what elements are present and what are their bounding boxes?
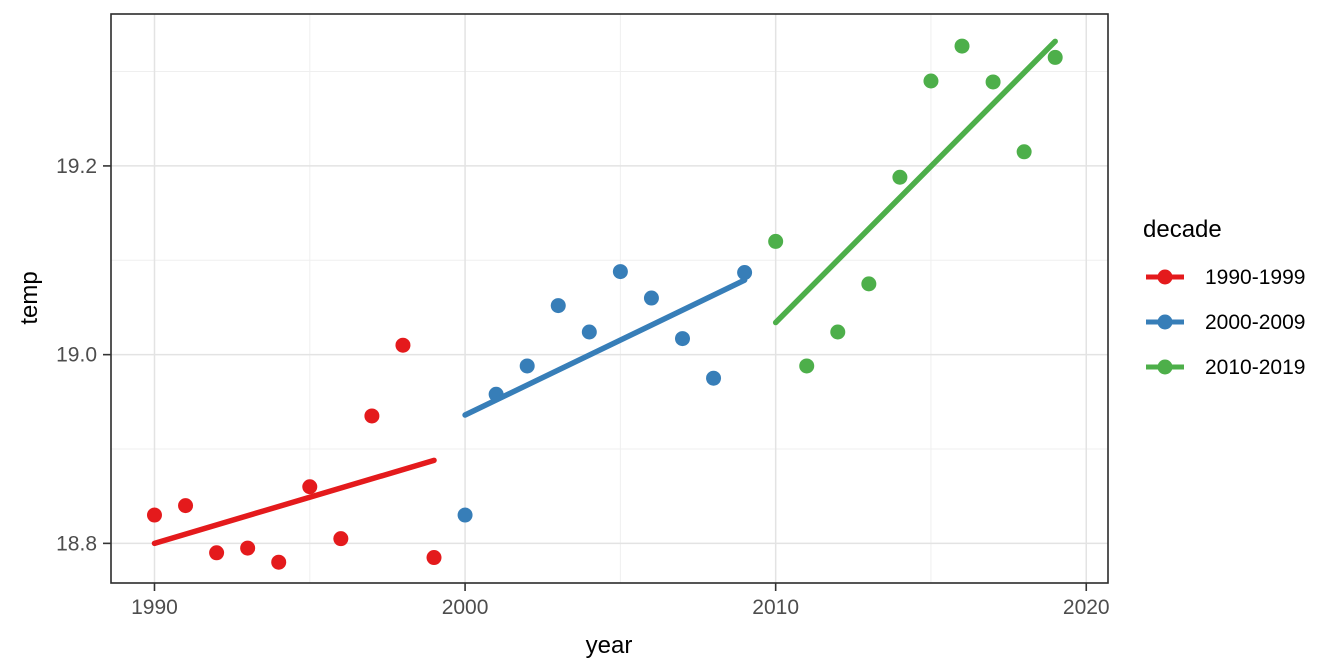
plot-panel (111, 14, 1108, 583)
y-tick-label: 19.2 (56, 155, 97, 178)
axis-layer: 1990 2000 2010 2020 18.8 19.0 19.2 (56, 155, 1109, 619)
x-tick-label: 2000 (442, 596, 489, 619)
x-tick-label: 2020 (1063, 596, 1110, 619)
data-point (519, 358, 535, 374)
x-tick-label: 2010 (752, 596, 799, 619)
legend-label: 2010-2019 (1205, 356, 1305, 379)
data-point (550, 298, 566, 314)
plot-panel-layer (110, 13, 1109, 584)
legend-key-point (1157, 314, 1173, 330)
x-tick-label: 1990 (131, 596, 178, 619)
y-tick-label: 19.0 (56, 344, 97, 367)
data-point (799, 358, 815, 374)
data-point (1016, 144, 1032, 160)
data-point (333, 531, 349, 547)
data-point (364, 408, 380, 424)
data-point (612, 264, 628, 280)
legend-entry: 1990-1999 (1146, 266, 1305, 289)
data-point (178, 498, 194, 514)
legend-label: 1990-1999 (1205, 266, 1305, 289)
x-axis-title: year (586, 632, 633, 659)
data-point (954, 38, 970, 54)
y-axis-title: temp (16, 271, 43, 324)
trend-line (772, 38, 1058, 326)
data-point (674, 331, 690, 347)
data-point (737, 265, 753, 281)
data-point (1047, 49, 1063, 65)
data-point (271, 554, 287, 570)
data-point (457, 507, 473, 523)
trend-line (462, 277, 748, 418)
data-point (426, 550, 442, 566)
legend-entry: 2000-2009 (1146, 311, 1305, 334)
trend-line (151, 457, 437, 547)
data-point (985, 74, 1001, 90)
data-point (923, 73, 939, 89)
data-point (768, 233, 784, 249)
y-tick-label: 18.8 (56, 532, 97, 555)
data-point (581, 324, 597, 340)
data-point (240, 540, 256, 556)
plot-panel-border (110, 13, 1109, 584)
data-point (146, 507, 162, 523)
legend-key-point (1157, 269, 1173, 285)
data-point (302, 479, 318, 495)
legend-title: decade (1143, 216, 1222, 243)
data-point (861, 276, 877, 292)
legend-key-point (1157, 359, 1173, 375)
data-point (395, 337, 411, 353)
data-point (892, 169, 908, 185)
data-point (209, 545, 225, 561)
legend: 1990-1999 2000-2009 2010-2019 (1146, 266, 1305, 379)
data-point (643, 290, 659, 306)
data-point (706, 370, 722, 386)
legend-label: 2000-2009 (1205, 311, 1305, 334)
data-point (830, 324, 846, 340)
legend-entry: 2010-2019 (1146, 356, 1305, 379)
